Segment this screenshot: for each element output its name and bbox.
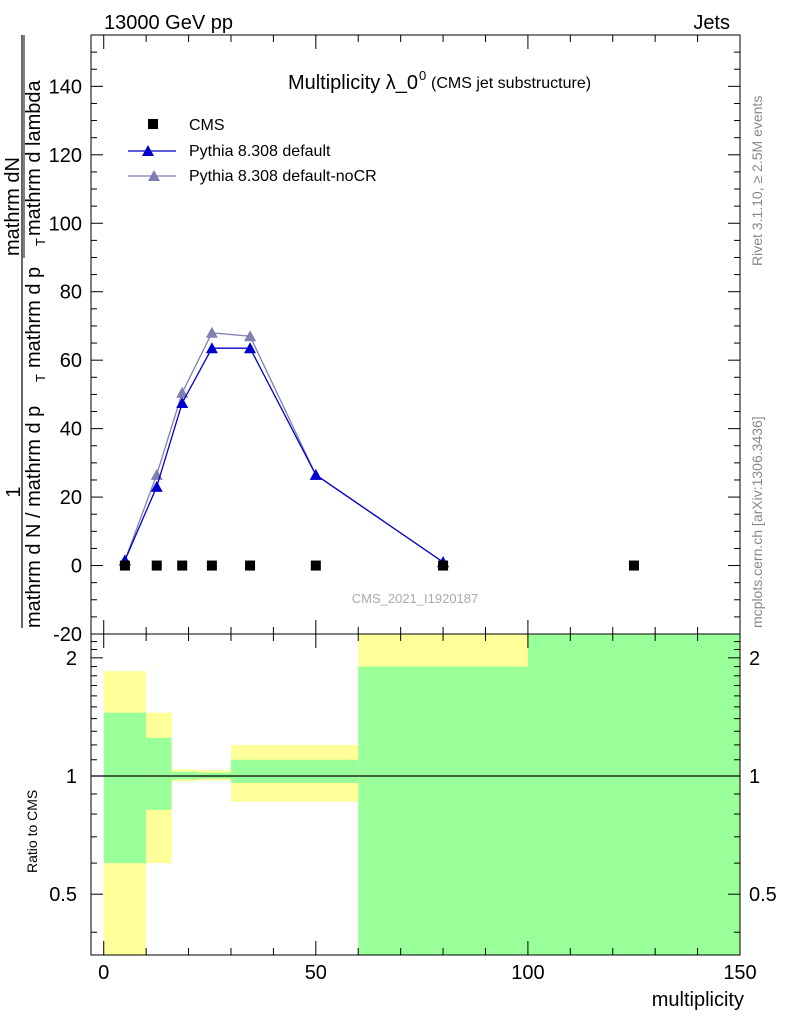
x-tick-label: 50: [305, 962, 327, 984]
main-subtitle: (CMS jet substructure): [431, 75, 591, 92]
y-tick-label: 0: [71, 556, 82, 578]
y-tick-label: -20: [53, 624, 82, 646]
ratio-inner-band: [103, 712, 147, 864]
ylabel-denominator: mathrm d N / mathrm d p: [23, 406, 45, 628]
legend-pythia-nocr-marker: [148, 170, 160, 181]
data-point-pythia-nocr: [205, 326, 218, 338]
main-title: Multiplicity λ_0: [288, 72, 418, 94]
x-tick-label: 100: [511, 962, 544, 984]
ratio-frame: [90, 633, 741, 956]
x-tick-label: 150: [723, 962, 756, 984]
watermark: CMS_2021_I1920187: [352, 591, 479, 606]
ratio-xlabel: multiplicity: [652, 989, 744, 1011]
ratio-y-tick-label-left: 1: [66, 766, 77, 788]
main-series: [118, 326, 639, 571]
y-tick-label: 80: [60, 282, 82, 304]
ratio-bands: [103, 634, 740, 955]
ratio-y-tick-label-right: 1: [749, 766, 760, 788]
data-point-cms: [310, 560, 321, 571]
ylabel-mid: mathrm d p: [23, 267, 45, 368]
ratio-inner-band: [527, 634, 740, 955]
data-point-cms: [245, 560, 256, 571]
data-point-pythia-default: [309, 468, 322, 480]
ratio-y-tick-label-right: 0.5: [749, 884, 777, 906]
y-tick-label: 60: [60, 350, 82, 372]
ratio-y-tick-label-right: 2: [749, 648, 760, 670]
ylabel-tail: mathrm d lambda: [23, 80, 45, 236]
y-tick-label: 20: [60, 487, 82, 509]
data-point-pythia-nocr: [176, 386, 189, 398]
main-ylabel: 1 mathrm d N / mathrm d p T mathrm dN ma…: [2, 35, 48, 628]
legend-pythia-default-marker: [142, 145, 154, 156]
data-point-pythia-default: [205, 342, 218, 354]
main-axis-ticks: -20 0 20 40 60 80 100 120 140: [49, 34, 741, 646]
side-label-rivet: Rivet 3.1.10, ≥ 2.5M events: [749, 96, 765, 266]
ylabel-denominator-sub: T: [33, 374, 48, 382]
ratio-inner-band: [230, 759, 359, 783]
ylabel-numerator-one: 1: [3, 486, 25, 497]
ratio-axis-ticks: 0.5 0.5 1 1 2 2 0 50 100 150: [49, 634, 777, 984]
ylabel-top-num: mathrm dN: [2, 157, 24, 256]
ratio-y-tick-label-left: 0.5: [49, 884, 77, 906]
ratio-inner-band: [146, 737, 172, 810]
legend-cms-label: CMS: [189, 117, 225, 134]
legend-pythia-default-label: Pythia 8.308 default: [189, 143, 331, 160]
side-label-mcplots: mcplots.cern.ch [arXiv:1306.3436]: [749, 416, 765, 628]
y-tick-label: 120: [49, 145, 82, 167]
legend-pythia-nocr-label: Pythia 8.308 default-noCR: [189, 168, 377, 185]
x-tick-label: 0: [98, 962, 109, 984]
header-right: Jets: [693, 12, 730, 34]
series-line-pythia-nocr: [124, 332, 444, 563]
header-left: 13000 GeV pp: [104, 12, 233, 34]
data-point-cms: [628, 560, 639, 571]
ratio-y-tick-label-left: 2: [66, 648, 77, 670]
data-point-cms: [177, 560, 188, 571]
y-tick-label: 140: [49, 76, 82, 98]
legend-cms-marker: [148, 119, 158, 129]
data-point-pythia-default: [150, 480, 163, 492]
legend: CMS Pythia 8.308 default Pythia 8.308 de…: [128, 117, 377, 185]
ylabel-mid-sub: T: [33, 238, 48, 246]
data-point-pythia-nocr: [244, 330, 257, 342]
data-point-pythia-default: [176, 396, 189, 408]
main-panel: -20 0 20 40 60 80 100 120 140 Multiplicity λ_0 0…: [2, 34, 765, 646]
data-point-cms: [206, 560, 217, 571]
y-tick-label: 100: [49, 213, 82, 235]
ratio-inner-band: [358, 666, 528, 955]
ratio-ylabel: Ratio to CMS: [24, 790, 40, 873]
data-point-pythia-default: [244, 342, 257, 354]
series-line-pythia-default: [124, 347, 444, 563]
data-point-cms: [119, 560, 130, 571]
main-title-sup: 0: [419, 68, 426, 83]
data-point-cms: [151, 560, 162, 571]
data-point-cms: [438, 560, 449, 571]
ratio-panel: 0.5 0.5 1 1 2 2 0 50 100 150 Ratio to CMS multipl…: [24, 633, 777, 1011]
y-tick-label: 40: [60, 419, 82, 441]
